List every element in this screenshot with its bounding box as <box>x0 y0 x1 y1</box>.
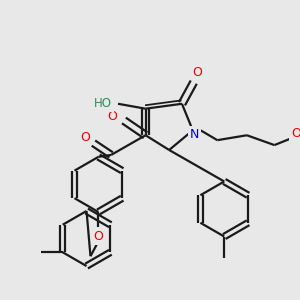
Text: O: O <box>107 110 117 123</box>
Text: O: O <box>291 127 300 140</box>
Text: HO: HO <box>94 97 112 110</box>
Text: O: O <box>81 131 91 144</box>
Text: N: N <box>190 128 200 141</box>
Text: O: O <box>193 66 202 79</box>
Text: O: O <box>93 230 103 243</box>
